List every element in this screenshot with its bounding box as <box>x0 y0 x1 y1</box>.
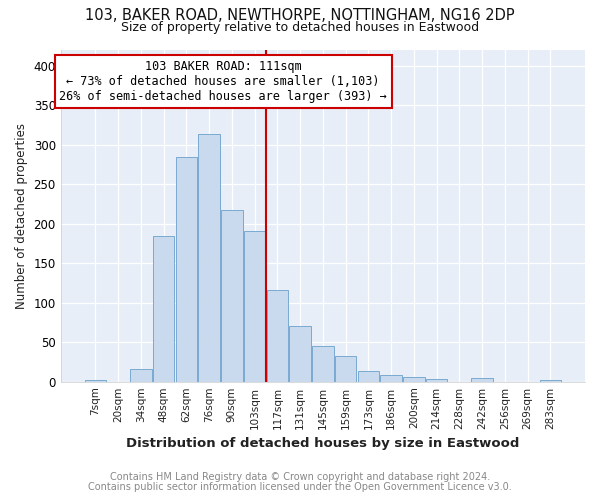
Text: Contains HM Land Registry data © Crown copyright and database right 2024.: Contains HM Land Registry data © Crown c… <box>110 472 490 482</box>
Bar <box>471 378 493 382</box>
X-axis label: Distribution of detached houses by size in Eastwood: Distribution of detached houses by size … <box>126 437 520 450</box>
Text: 103, BAKER ROAD, NEWTHORPE, NOTTINGHAM, NG16 2DP: 103, BAKER ROAD, NEWTHORPE, NOTTINGHAM, … <box>85 8 515 22</box>
Text: Size of property relative to detached houses in Eastwood: Size of property relative to detached ho… <box>121 21 479 34</box>
Bar <box>130 369 152 382</box>
Text: 103 BAKER ROAD: 111sqm
← 73% of detached houses are smaller (1,103)
26% of semi-: 103 BAKER ROAD: 111sqm ← 73% of detached… <box>59 60 387 103</box>
Bar <box>539 380 561 382</box>
Bar <box>176 156 197 382</box>
Bar <box>266 290 288 382</box>
Bar <box>426 380 448 382</box>
Bar <box>289 326 311 382</box>
Bar <box>403 377 425 382</box>
Bar <box>221 210 242 382</box>
Y-axis label: Number of detached properties: Number of detached properties <box>15 123 28 309</box>
Bar <box>85 380 106 382</box>
Bar <box>312 346 334 382</box>
Bar <box>153 236 175 382</box>
Text: Contains public sector information licensed under the Open Government Licence v3: Contains public sector information licen… <box>88 482 512 492</box>
Bar <box>380 376 402 382</box>
Bar <box>335 356 356 382</box>
Bar <box>244 231 265 382</box>
Bar <box>358 372 379 382</box>
Bar <box>198 134 220 382</box>
